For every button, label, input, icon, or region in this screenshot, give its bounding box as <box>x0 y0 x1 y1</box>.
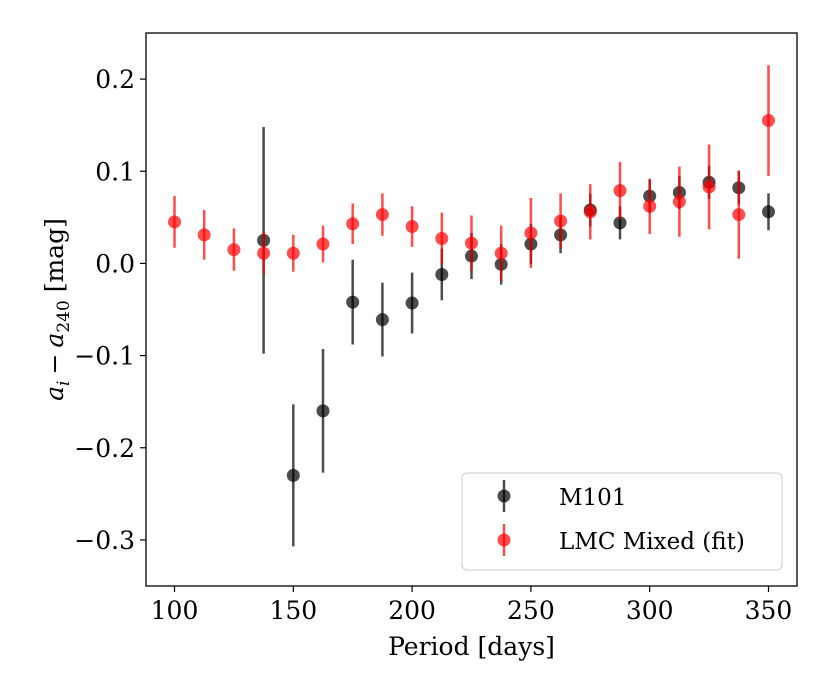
y-tick-label: −0.1 <box>74 342 135 371</box>
x-tick-label: 250 <box>507 596 555 625</box>
y-label-i: i <box>54 381 74 386</box>
data-point <box>375 208 389 222</box>
data-point <box>257 246 271 260</box>
x-tick-label: 300 <box>626 596 674 625</box>
y-tick-label: 0.0 <box>95 249 135 278</box>
data-point <box>643 199 657 213</box>
y-label-unit: [mag] <box>40 218 69 300</box>
legend-m101-label: M101 <box>559 485 626 511</box>
x-tick-label: 100 <box>151 596 199 625</box>
data-point <box>761 114 775 128</box>
data-point <box>227 243 241 257</box>
data-point <box>583 205 597 219</box>
axis-ticks: 100 150 200 250 300 350 −0.3 −0.2 −0.1 0.0 0.1 0.2 <box>74 65 792 625</box>
y-label-a: a <box>40 386 69 401</box>
data-point <box>672 195 686 209</box>
x-tick-label: 150 <box>269 596 317 625</box>
legend: M101 LMC Mixed (fit) <box>461 472 783 571</box>
data-point <box>197 228 211 242</box>
legend-m101-marker <box>497 489 511 503</box>
legend-lmc-label: LMC Mixed (fit) <box>559 529 745 555</box>
y-axis-label: ai−a240 [mag] <box>40 218 74 401</box>
series-layer <box>168 65 775 547</box>
data-point <box>168 215 182 229</box>
data-point <box>405 220 419 234</box>
y-label-b: a <box>40 333 69 348</box>
data-point <box>286 246 300 260</box>
data-point <box>346 295 360 309</box>
series-lmc-mixed-fit <box>168 65 775 281</box>
data-point <box>554 214 568 228</box>
data-point <box>702 180 716 194</box>
data-point <box>465 236 478 250</box>
y-tick-label: −0.2 <box>74 434 135 463</box>
plot-frame <box>145 32 798 587</box>
y-tick-label: 0.1 <box>95 157 135 186</box>
x-axis-label: Period [days] <box>388 632 555 661</box>
x-tick-label: 200 <box>388 596 436 625</box>
data-point <box>316 404 330 418</box>
x-tick-label: 350 <box>745 596 793 625</box>
data-point <box>316 237 330 251</box>
data-point <box>286 468 300 482</box>
y-label-minus: − <box>40 354 69 375</box>
data-point <box>435 232 449 246</box>
data-point <box>494 246 508 260</box>
data-point <box>375 313 389 327</box>
data-point <box>405 296 419 310</box>
data-point <box>346 217 360 231</box>
data-point <box>761 205 775 219</box>
data-point <box>435 267 449 281</box>
data-point <box>613 216 627 230</box>
legend-lmc-marker <box>497 533 511 547</box>
legend-box <box>461 472 783 571</box>
data-point <box>732 208 746 222</box>
y-tick-label: −0.3 <box>74 526 135 555</box>
y-tick-label: 0.2 <box>95 65 135 94</box>
y-label-ref: 240 <box>54 300 74 332</box>
data-point <box>613 184 627 198</box>
data-point <box>524 226 538 240</box>
